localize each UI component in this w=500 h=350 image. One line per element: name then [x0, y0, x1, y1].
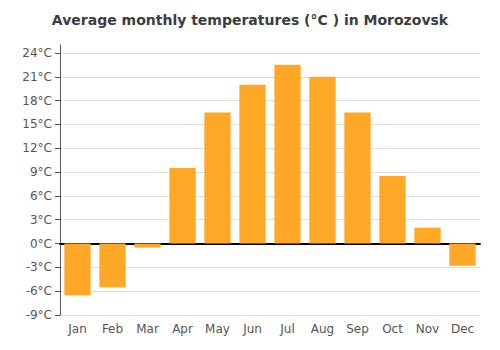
svg-text:Average monthly temperatures (: Average monthly temperatures (°C ) in Mo…	[52, 12, 449, 28]
svg-text:24°C: 24°C	[22, 46, 52, 60]
svg-text:Jan: Jan	[67, 322, 87, 336]
svg-text:Mar: Mar	[136, 322, 159, 336]
svg-text:Oct: Oct	[382, 322, 403, 336]
svg-text:Feb: Feb	[102, 322, 123, 336]
svg-text:-9°C: -9°C	[26, 308, 52, 322]
svg-text:May: May	[205, 322, 230, 336]
svg-text:Aug: Aug	[311, 322, 334, 336]
svg-text:Jun: Jun	[242, 322, 262, 336]
svg-text:21°C: 21°C	[22, 70, 52, 84]
svg-text:12°C: 12°C	[22, 141, 52, 155]
svg-text:Apr: Apr	[172, 322, 193, 336]
svg-text:15°C: 15°C	[22, 117, 52, 131]
svg-text:Dec: Dec	[451, 322, 474, 336]
svg-text:Jul: Jul	[279, 322, 294, 336]
svg-text:Sep: Sep	[346, 322, 369, 336]
svg-text:3°C: 3°C	[30, 213, 52, 227]
svg-text:0°C: 0°C	[30, 237, 52, 251]
svg-text:Nov: Nov	[416, 322, 439, 336]
svg-text:6°C: 6°C	[30, 189, 52, 203]
svg-text:-3°C: -3°C	[26, 260, 52, 274]
svg-text:9°C: 9°C	[30, 165, 52, 179]
svg-text:-6°C: -6°C	[26, 284, 52, 298]
svg-text:18°C: 18°C	[22, 94, 52, 108]
